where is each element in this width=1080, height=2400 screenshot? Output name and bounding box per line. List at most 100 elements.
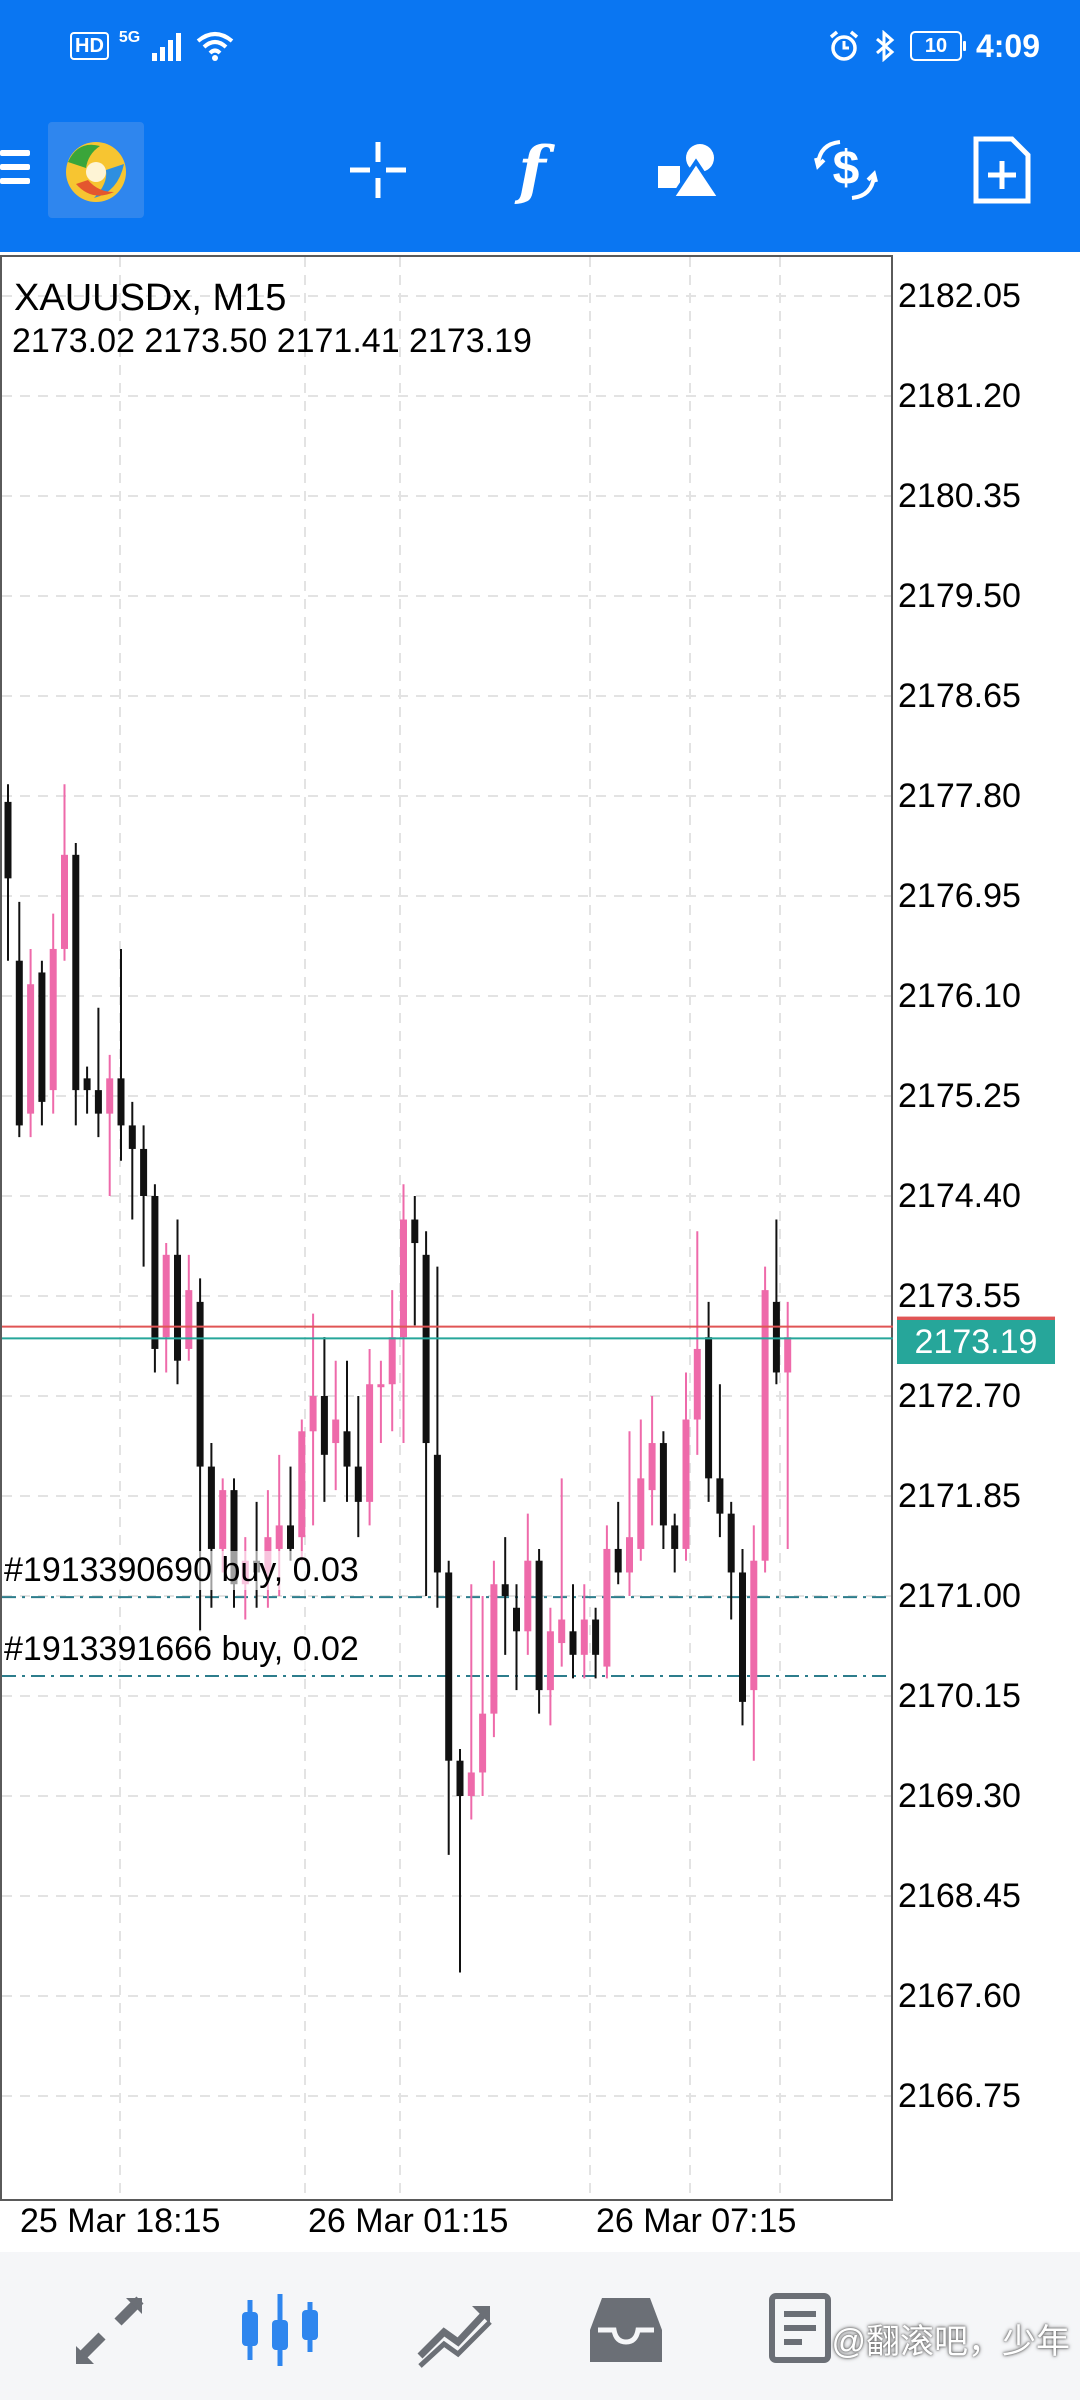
indicators-icon: f xyxy=(518,132,546,208)
status-right: 10 4:09 xyxy=(828,22,1040,70)
price-axis-label: 2172.70 xyxy=(898,1377,1021,1415)
network-type: 5G xyxy=(118,29,141,46)
candle-body xyxy=(580,1619,588,1655)
candle-body xyxy=(716,1478,724,1514)
candle-body xyxy=(15,960,23,1126)
time-axis-label: 25 Mar 18:15 xyxy=(20,2202,221,2240)
battery-icon: 10 xyxy=(909,31,966,61)
indicators-button[interactable]: f xyxy=(492,130,572,210)
toolbar: f $ xyxy=(0,92,1080,252)
candle-body xyxy=(83,1078,91,1091)
candle-body xyxy=(388,1337,396,1385)
candle-body xyxy=(592,1619,600,1655)
candle-body xyxy=(772,1301,780,1373)
objects-icon xyxy=(658,144,724,200)
candle-body xyxy=(174,1254,181,1361)
crosshair-button[interactable] xyxy=(338,130,418,210)
menu-icon[interactable] xyxy=(0,150,30,196)
candle-body xyxy=(230,1490,238,1585)
price-axis-label: 2173.55 xyxy=(898,1277,1021,1315)
candle-body xyxy=(637,1478,645,1549)
candle-body xyxy=(275,1525,283,1549)
new-order-icon xyxy=(973,136,1031,204)
candle-body xyxy=(659,1443,667,1526)
price-axis-label: 2171.85 xyxy=(898,1477,1021,1515)
history-icon xyxy=(590,2298,662,2362)
order-line-label: #1913391666 buy, 0.02 xyxy=(4,1630,359,1669)
time-axis-label: 26 Mar 01:15 xyxy=(308,2202,509,2240)
order-line-label: #1913390690 buy, 0.03 xyxy=(4,1551,359,1591)
candle-body xyxy=(377,1384,385,1388)
candle-body xyxy=(501,1584,509,1596)
candle-body xyxy=(603,1548,611,1667)
candle-body xyxy=(784,1337,792,1373)
price-axis-label: 2167.60 xyxy=(898,1977,1021,2015)
bid-price-label: 2173.19 xyxy=(897,1320,1055,1364)
nav-history[interactable] xyxy=(584,2288,668,2372)
candle-body xyxy=(400,1219,407,1338)
candle-body xyxy=(479,1713,487,1773)
candle-body xyxy=(727,1513,735,1573)
candle-body xyxy=(456,1760,464,1796)
bottom-nav: @翻滚吧，少年 xyxy=(0,2252,1080,2400)
candle-body xyxy=(343,1431,351,1467)
signal-icon xyxy=(152,33,182,61)
candle-body xyxy=(750,1560,758,1691)
nav-trade[interactable] xyxy=(412,2288,496,2372)
price-axis-label: 2175.25 xyxy=(898,1077,1021,1115)
candle-body xyxy=(106,1078,114,1114)
bluetooth-icon xyxy=(875,30,895,62)
candle-body xyxy=(354,1466,362,1502)
candle-body xyxy=(196,1301,204,1467)
objects-button[interactable] xyxy=(650,130,730,210)
chart-area[interactable] xyxy=(0,255,893,2201)
candle-body xyxy=(151,1196,159,1349)
status-left: HD 5G xyxy=(70,26,234,66)
candle-body xyxy=(49,948,57,1091)
price-axis-label: 2166.75 xyxy=(898,2077,1021,2115)
candle-body xyxy=(287,1525,294,1549)
alarm-icon xyxy=(829,30,859,61)
candle-body xyxy=(61,854,68,949)
candle-body xyxy=(320,1396,328,1455)
candle-body xyxy=(467,1772,475,1796)
candle-body xyxy=(558,1619,566,1644)
price-axis-label: 2179.50 xyxy=(898,577,1021,615)
candle-body xyxy=(309,1396,317,1432)
messages-icon xyxy=(769,2293,831,2363)
hd-badge: HD xyxy=(70,32,109,60)
nav-chart[interactable] xyxy=(238,2288,322,2372)
candle-body xyxy=(185,1290,193,1349)
battery-level: 10 xyxy=(924,34,948,57)
candle-body xyxy=(332,1419,340,1444)
svg-text:$: $ xyxy=(833,142,860,195)
candlestick-chart[interactable] xyxy=(0,255,1080,2252)
candle-body xyxy=(94,1090,102,1114)
status-time: 4:09 xyxy=(975,27,1040,64)
candle-body xyxy=(524,1560,532,1632)
price-axis-label: 2180.35 xyxy=(898,477,1021,515)
candle-body xyxy=(546,1631,554,1691)
chart-ohlc-values: 2173.02 2173.50 2171.41 2173.19 xyxy=(12,322,532,360)
status-bar: HD 5G 10 4:09 xyxy=(0,0,1080,92)
price-axis-label: 2169.30 xyxy=(898,1777,1021,1815)
new-order-button[interactable] xyxy=(962,130,1042,210)
candle-body xyxy=(298,1431,306,1538)
crosshair-icon xyxy=(350,142,406,198)
candle-body xyxy=(4,801,12,879)
nav-messages[interactable] xyxy=(758,2288,842,2372)
trade-button[interactable]: $ xyxy=(806,130,886,210)
candle-body xyxy=(648,1443,656,1491)
nav-quotes[interactable] xyxy=(68,2288,152,2372)
candle-body xyxy=(72,854,80,1091)
app-logo[interactable] xyxy=(48,122,144,218)
candle-body xyxy=(569,1631,577,1655)
candle-body xyxy=(705,1337,713,1479)
candle-body xyxy=(128,1125,136,1149)
candle-body xyxy=(739,1572,746,1702)
price-axis-label: 2176.95 xyxy=(898,877,1021,915)
time-axis-label: 26 Mar 07:15 xyxy=(596,2202,797,2240)
trade-dollar-icon: $ xyxy=(814,140,878,200)
price-axis-label: 2176.10 xyxy=(898,977,1021,1015)
candle-body xyxy=(535,1560,543,1691)
